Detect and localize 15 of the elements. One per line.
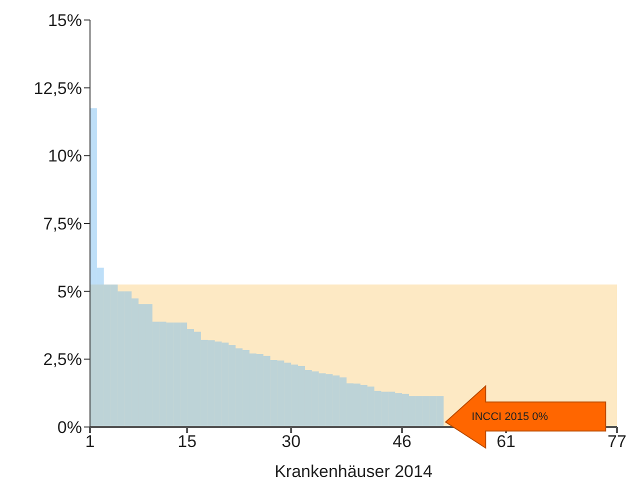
x-tick-label: 46: [392, 432, 412, 452]
y-tick-label: 2,5%: [43, 350, 82, 370]
y-tick-label: 5%: [57, 282, 82, 302]
y-tick-label: 15%: [48, 11, 82, 30]
annotation: INCCI 2015 0%: [472, 411, 548, 423]
x-tick-label: 30: [282, 432, 301, 452]
y-tick-label: 7,5%: [43, 214, 82, 234]
x-tick-label: 61: [496, 432, 516, 452]
y-tick-label: 0%: [57, 418, 82, 438]
x-tick-label: 77: [608, 432, 626, 452]
x-axis-title: Krankenhäuser 2014: [274, 462, 432, 479]
x-tick-label: 1: [85, 432, 95, 452]
y-tick-label: 10%: [48, 146, 82, 166]
y-tick-label: 12,5%: [34, 78, 82, 98]
x-tick-label: 15: [178, 432, 197, 452]
